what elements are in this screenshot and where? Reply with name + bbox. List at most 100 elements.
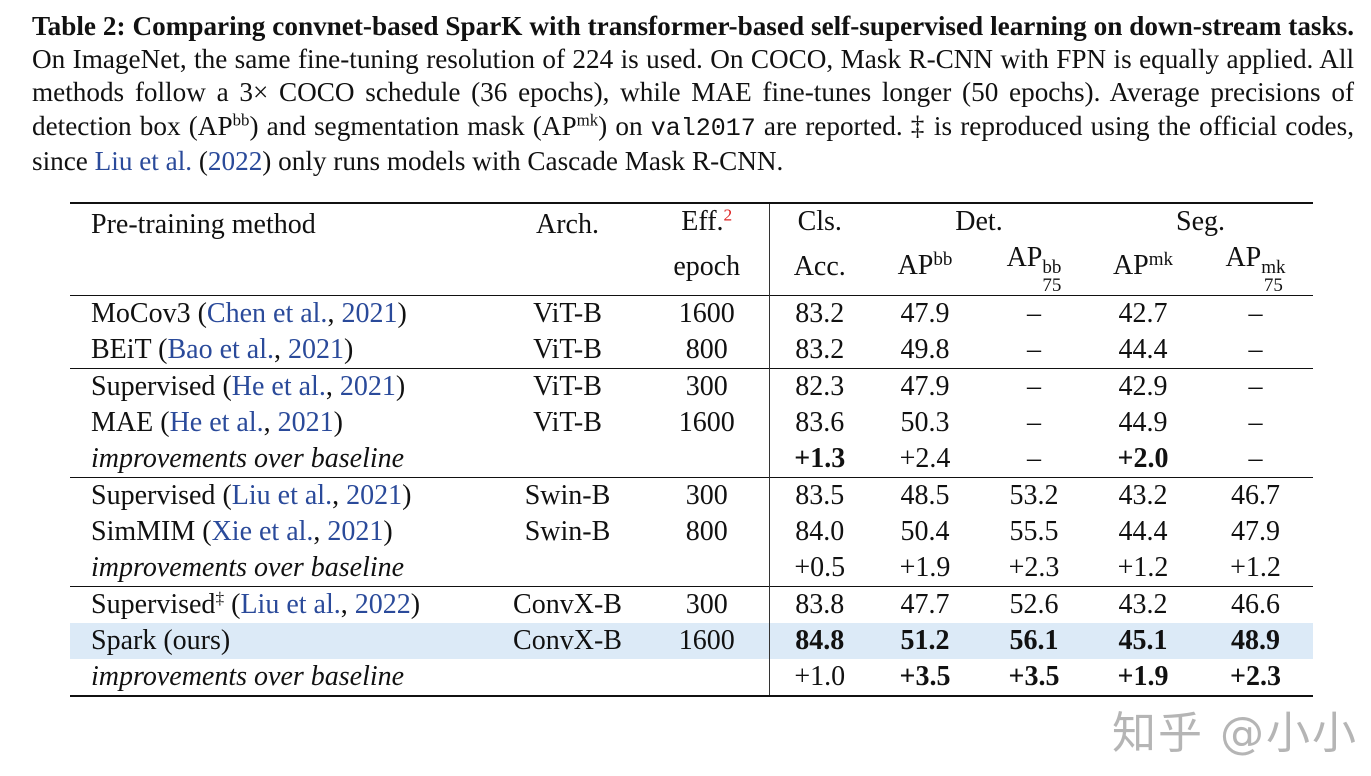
ap-bb-cell: 47.9: [870, 294, 980, 332]
ap-mk-cell: 42.7: [1088, 294, 1198, 332]
citation-link[interactable]: Xie et al.: [211, 515, 314, 547]
method-cell: MoCov3 (Chen et al., 2021): [70, 294, 490, 332]
method-name: improvements over baseline: [91, 660, 405, 692]
ap-mk-cell: 44.4: [1118, 333, 1168, 365]
header-seg: Seg.: [1088, 202, 1313, 240]
ap75-bb-cell: 56.1: [980, 622, 1088, 659]
ap-mk-cell: +1.9: [1088, 658, 1198, 697]
ap75-mk-cell: +2.3: [1198, 658, 1313, 697]
table-row: Spark (ours) ConvX-B 1600 84.8 51.2 56.1 45.1 4…: [70, 622, 1313, 659]
epoch-cell: [645, 658, 769, 697]
caption-text: (: [192, 145, 208, 176]
citation-year-link[interactable]: 2021: [341, 297, 398, 329]
ap-mk-cell: 44.9: [1118, 406, 1168, 438]
header-ap-bb: APbb: [897, 249, 953, 281]
ap75-mk-cell: +1.2: [1230, 551, 1281, 583]
ap75-bb-cell: 52.6: [980, 585, 1088, 623]
epoch-cell: 1600: [645, 294, 769, 332]
citation-link[interactable]: Liu et al.: [94, 145, 193, 176]
ap-mk-cell: 43.2: [1088, 585, 1198, 623]
method-name: MoCov3: [91, 297, 191, 329]
citation-year-link[interactable]: 2021: [339, 370, 396, 402]
caption-text: ) on: [598, 110, 651, 141]
ap75-bb-cell: 55.5: [1009, 515, 1059, 547]
caption-code: val2017: [650, 113, 756, 143]
table-row: improvements over baseline +0.5 +1.9 +2.3 +1…: [70, 549, 1313, 587]
ap-mk-cell: 42.9: [1088, 367, 1198, 405]
cls-acc-cell: 83.5: [768, 476, 870, 514]
arch-cell: ViT-B: [490, 294, 645, 332]
citation-link[interactable]: He et al.: [231, 370, 326, 402]
cls-acc-cell: 84.8: [768, 622, 870, 659]
arch-cell: ConvX-B: [490, 622, 645, 659]
method-name: Supervised: [91, 588, 216, 620]
method-cell: improvements over baseline: [70, 550, 490, 587]
header-epoch: epoch: [673, 251, 741, 283]
citation-year-link[interactable]: 2021: [327, 515, 384, 547]
ap-mk-cell: 45.1: [1088, 622, 1198, 659]
caption-text: are reported. ‡ is reproduced using the …: [32, 110, 1354, 176]
method-name: MAE: [91, 406, 154, 438]
method-name: BEiT: [91, 333, 152, 365]
method-cell: Supervised (He et al., 2021): [70, 367, 490, 405]
ap75-mk-cell: 48.9: [1198, 622, 1313, 659]
epoch-cell: 300: [645, 476, 769, 514]
ap-bb-cell: 47.9: [870, 367, 980, 405]
ap75-bb-cell: –: [1027, 442, 1041, 474]
method-cell: improvements over baseline: [70, 658, 490, 697]
ap75-mk-cell: –: [1248, 406, 1263, 438]
table-row: SimMIM (Xie et al., 2021) Swin-B 800 84.0 50…: [70, 513, 1313, 550]
table-row: Supervised‡ (Liu et al., 2022) ConvX-B 300…: [70, 585, 1313, 623]
dagger-mark: ‡: [215, 588, 225, 608]
header-eff: Eff.2: [645, 202, 769, 240]
method-name: SimMIM: [91, 515, 196, 547]
footnote-ref-link[interactable]: 2: [723, 205, 733, 225]
table-row: improvements over baseline +1.3 +2.4 – +2.0 –: [70, 440, 1313, 478]
cls-acc-cell: +1.0: [768, 658, 870, 697]
ap-bb-cell: +2.4: [899, 442, 951, 474]
table-row: BEiT (Bao et al., 2021) ViT-B 800 83.2 49.8 –…: [70, 331, 1313, 369]
epoch-cell: 800: [685, 515, 728, 547]
method-cell: improvements over baseline: [70, 441, 490, 478]
caption-bold: Comparing convnet-based SparK with trans…: [132, 11, 1354, 41]
citation-link[interactable]: Chen et al.: [206, 297, 328, 329]
citation-year-link[interactable]: 2021: [277, 406, 334, 438]
ap-bb-cell: +1.9: [899, 551, 951, 583]
ap75-mk-cell: –: [1198, 294, 1313, 332]
header-ap75-bb: AP bb 75: [1006, 242, 1062, 296]
cls-acc-cell: +0.5: [768, 549, 870, 587]
ap-mk-cell: 43.2: [1088, 476, 1198, 514]
arch-cell: ViT-B: [533, 333, 602, 365]
citation-year-link[interactable]: 2022: [354, 588, 411, 620]
ap-mk-cell: +2.0: [1117, 442, 1169, 474]
watermark: 知乎 @小小: [1112, 708, 1358, 759]
citation-link[interactable]: Liu et al.: [240, 588, 341, 620]
ap-mk-cell: +1.2: [1117, 551, 1169, 583]
ap75-bb-cell: 53.2: [980, 476, 1088, 514]
citation-year-link[interactable]: 2021: [288, 333, 345, 365]
arch-cell: [490, 658, 645, 697]
epoch-cell: 800: [685, 333, 728, 365]
citation-link[interactable]: Bao et al.: [167, 333, 275, 365]
citation-link[interactable]: He et al.: [169, 406, 264, 438]
ap-bb-cell: 51.2: [870, 622, 980, 659]
citation-year-link[interactable]: 2022: [207, 145, 263, 176]
header-det: Det.: [870, 202, 1088, 240]
method-cell: SimMIM (Xie et al., 2021): [91, 515, 393, 547]
ap-bb-cell: 47.7: [870, 585, 980, 623]
cls-acc-cell: 83.8: [768, 585, 870, 623]
epoch-cell: 1600: [678, 406, 735, 438]
table-row: improvements over baseline +1.0 +3.5 +3.5 +1…: [70, 658, 1313, 697]
ap75-bb-cell: –: [1027, 406, 1041, 438]
citation-link[interactable]: Liu et al.: [231, 479, 333, 511]
arch-cell: ViT-B: [533, 406, 602, 438]
ap75-mk-cell: –: [1198, 367, 1313, 405]
caption-sup: bb: [232, 110, 250, 130]
header-eff-text: Eff.: [681, 206, 724, 237]
arch-cell: Swin-B: [490, 476, 645, 514]
cls-acc-cell: 83.2: [768, 294, 870, 332]
header-method: Pre-training method: [70, 202, 490, 240]
header-empty: [490, 240, 645, 295]
epoch-cell: [645, 441, 769, 478]
citation-year-link[interactable]: 2021: [346, 479, 403, 511]
